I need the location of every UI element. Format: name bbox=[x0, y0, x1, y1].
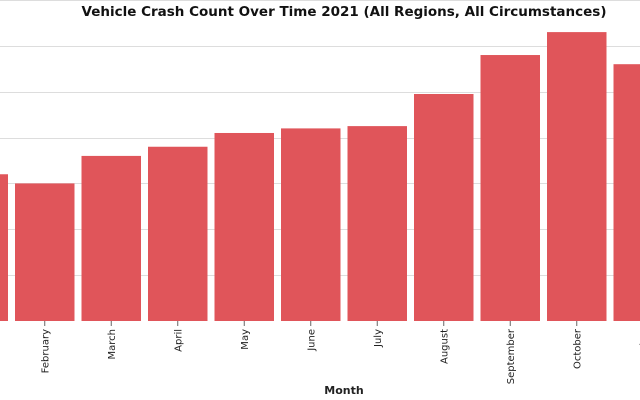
x-tick-label-may: May bbox=[240, 329, 251, 350]
bar-august bbox=[414, 94, 474, 321]
bar-september bbox=[480, 55, 540, 322]
bar-may bbox=[214, 132, 274, 321]
x-tick-label-february: February bbox=[40, 329, 51, 373]
x-axis: JanuaryFebruaryMarchAprilMayJuneJulyAugu… bbox=[40, 321, 640, 384]
bars bbox=[0, 32, 640, 322]
x-tick-label-june: June bbox=[306, 329, 317, 352]
bar-march bbox=[81, 155, 141, 321]
x-tick-label-july: July bbox=[373, 329, 384, 348]
bar-november bbox=[613, 64, 640, 321]
x-axis-label: Month bbox=[324, 384, 363, 397]
x-tick-label-september: September bbox=[506, 328, 517, 384]
x-tick-label-november: November bbox=[639, 328, 640, 381]
bar-january bbox=[0, 174, 8, 321]
bar-april bbox=[148, 146, 208, 321]
x-tick-label-april: April bbox=[173, 329, 184, 352]
bar-july bbox=[347, 126, 407, 321]
bar-february bbox=[15, 183, 75, 321]
bar-october bbox=[547, 32, 607, 321]
x-tick-label-march: March bbox=[107, 329, 118, 359]
x-tick-label-october: October bbox=[572, 328, 583, 369]
x-tick-label-august: August bbox=[439, 329, 450, 364]
bar-june bbox=[281, 128, 341, 321]
chart-title: Vehicle Crash Count Over Time 2021 (All … bbox=[81, 4, 606, 20]
